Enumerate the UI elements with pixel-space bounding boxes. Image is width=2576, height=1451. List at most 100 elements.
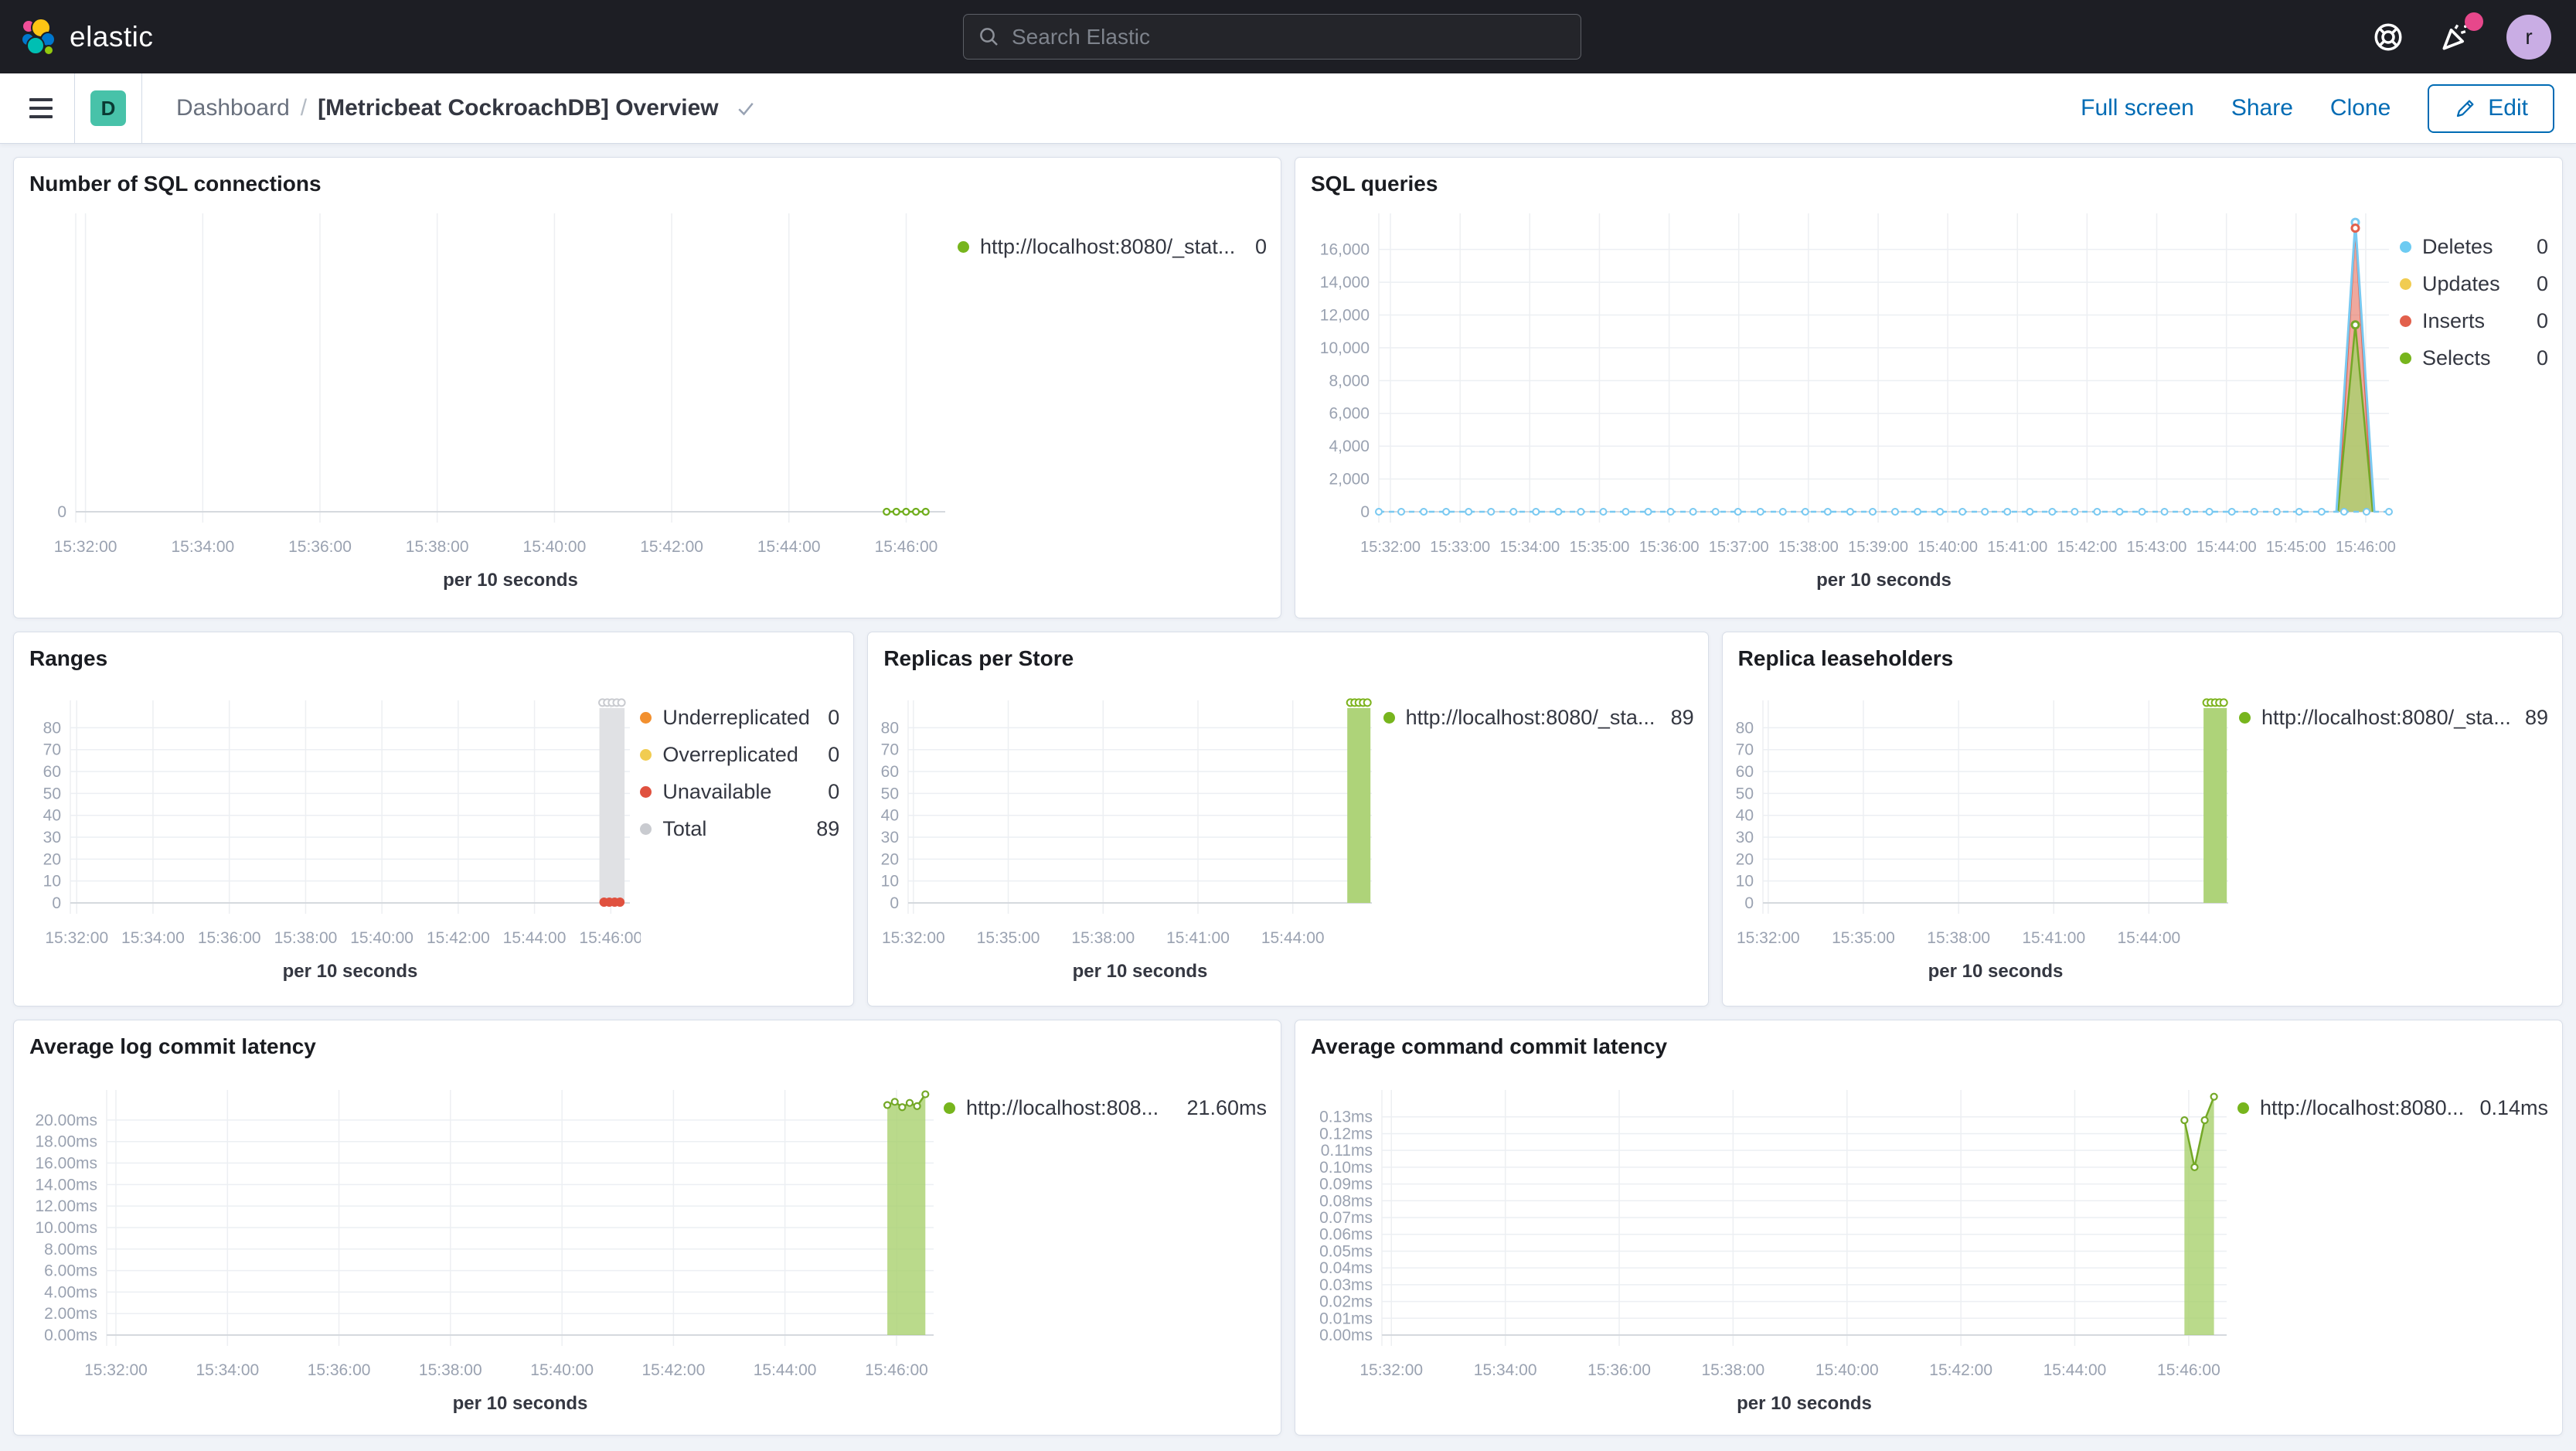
dashboard-grid: Number of SQL connections 0 15:32:00 15:34… <box>0 144 2576 1449</box>
svg-text:15:37:00: 15:37:00 <box>1709 539 1769 556</box>
series-dot-icon <box>2400 278 2411 290</box>
menu-button[interactable] <box>23 92 59 124</box>
svg-text:15:44:00: 15:44:00 <box>2197 539 2257 556</box>
panel-title: Ranges <box>29 646 108 670</box>
svg-text:40: 40 <box>881 807 899 825</box>
svg-text:0.00ms: 0.00ms <box>44 1327 97 1344</box>
legend-item[interactable]: Total 89 <box>640 817 839 841</box>
svg-text:15:33:00: 15:33:00 <box>1430 539 1490 556</box>
svg-text:15:38:00: 15:38:00 <box>274 929 338 947</box>
svg-text:0.13ms: 0.13ms <box>1319 1109 1373 1126</box>
legend-item[interactable]: Deletes 0 <box>2400 235 2548 259</box>
breadcrumb-dashboard-link[interactable]: Dashboard <box>176 95 290 121</box>
svg-text:15:38:00: 15:38:00 <box>1927 929 1990 947</box>
share-button[interactable]: Share <box>2231 95 2293 121</box>
svg-text:80: 80 <box>1735 719 1753 737</box>
svg-text:15:36:00: 15:36:00 <box>1587 1361 1651 1379</box>
legend-item[interactable]: Inserts 0 <box>2400 309 2548 333</box>
svg-text:8.00ms: 8.00ms <box>44 1241 97 1259</box>
panel-title: Replica leaseholders <box>1737 646 1954 670</box>
svg-text:per 10 seconds: per 10 seconds <box>1928 961 2063 982</box>
avg-command-commit-latency-chart: 0.00ms 0.01ms 0.02ms 0.03ms 0.04ms 0.05ms 0.06… <box>1295 1020 2237 1435</box>
help-button[interactable] <box>2372 21 2404 53</box>
legend-label: http://localhost:8080... <box>2260 1096 2465 1119</box>
legend-label: Deletes <box>2422 235 2493 258</box>
svg-text:8,000: 8,000 <box>1329 372 1370 390</box>
legend-item[interactable]: Underreplicated 0 <box>640 706 839 730</box>
sql-connections-chart: 0 15:32:00 15:34:00 15:36:00 15:38:00 15:40:0… <box>14 158 956 618</box>
clone-button[interactable]: Clone <box>2329 95 2391 121</box>
svg-text:15:38:00: 15:38:00 <box>1072 929 1135 947</box>
svg-text:15:40:00: 15:40:00 <box>523 538 587 556</box>
svg-text:15:32:00: 15:32:00 <box>1359 1361 1423 1379</box>
legend-label: Updates <box>2422 272 2500 295</box>
panel-title: Average log commit latency <box>29 1034 316 1058</box>
svg-text:50: 50 <box>43 785 61 802</box>
svg-text:10.00ms: 10.00ms <box>35 1219 97 1237</box>
svg-text:0.04ms: 0.04ms <box>1319 1259 1373 1277</box>
legend-item[interactable]: http://localhost:808... 21.60ms <box>944 1096 1267 1120</box>
space-badge[interactable]: D <box>90 90 126 126</box>
svg-text:per 10 seconds: per 10 seconds <box>283 961 418 982</box>
svg-text:0.07ms: 0.07ms <box>1319 1209 1373 1227</box>
svg-text:15:38:00: 15:38:00 <box>1778 539 1839 556</box>
svg-text:15:44:00: 15:44:00 <box>2043 1361 2107 1379</box>
svg-text:70: 70 <box>43 741 61 759</box>
global-search[interactable] <box>963 14 1581 60</box>
elastic-logo[interactable]: elastic <box>20 18 153 56</box>
legend-item[interactable]: http://localhost:8080/_sta... 89 <box>1383 706 1694 730</box>
svg-text:20.00ms: 20.00ms <box>35 1112 97 1129</box>
svg-text:30: 30 <box>43 829 61 846</box>
search-input[interactable] <box>1012 24 1567 49</box>
edit-button[interactable]: Edit <box>2428 83 2554 133</box>
svg-text:10: 10 <box>881 873 899 891</box>
full-screen-button[interactable]: Full screen <box>2081 95 2194 121</box>
svg-text:40: 40 <box>43 807 61 825</box>
legend-label: http://localhost:8080/_sta... <box>2261 706 2511 729</box>
legend-item[interactable]: http://localhost:8080... 0.14ms <box>2237 1096 2548 1120</box>
svg-text:15:44:00: 15:44:00 <box>1261 929 1325 947</box>
svg-text:15:32:00: 15:32:00 <box>1360 539 1421 556</box>
chart-legend: http://localhost:8080/_sta... 89 <box>1383 706 1694 730</box>
legend-item[interactable]: http://localhost:8080/_stat... 0 <box>958 235 1267 259</box>
svg-text:0.11ms: 0.11ms <box>1321 1142 1373 1160</box>
breadcrumb: Dashboard / [Metricbeat CockroachDB] Ove… <box>176 95 757 121</box>
legend-item[interactable]: Selects 0 <box>2400 346 2548 370</box>
svg-text:15:38:00: 15:38:00 <box>1701 1361 1764 1379</box>
svg-text:15:42:00: 15:42:00 <box>1929 1361 1992 1379</box>
svg-text:4,000: 4,000 <box>1329 438 1370 455</box>
svg-text:10: 10 <box>43 873 61 891</box>
svg-text:15:36:00: 15:36:00 <box>288 538 352 556</box>
whats-new-button[interactable] <box>2438 12 2483 54</box>
svg-text:0.01ms: 0.01ms <box>1319 1310 1373 1327</box>
svg-text:70: 70 <box>881 741 899 759</box>
legend-item[interactable]: Updates 0 <box>2400 272 2548 296</box>
series-dot-icon <box>2400 353 2411 364</box>
legend-item[interactable]: Unavailable 0 <box>640 780 839 804</box>
legend-value: 89 <box>816 817 840 840</box>
svg-text:50: 50 <box>1735 785 1753 802</box>
panel-title: SQL queries <box>1311 172 1438 196</box>
user-avatar[interactable]: r <box>2506 14 2551 60</box>
panel-replica-leaseholders: Replica leaseholders 0 10 20 30 40 50 60 70 80 15… <box>1721 632 2563 1007</box>
top-bar: elastic r <box>0 0 2576 73</box>
check-icon <box>737 102 754 116</box>
svg-text:15:32:00: 15:32:00 <box>882 929 945 947</box>
legend-label: Unavailable <box>662 780 772 803</box>
legend-value: 0 <box>828 780 840 803</box>
svg-text:15:44:00: 15:44:00 <box>2117 929 2180 947</box>
svg-text:15:41:00: 15:41:00 <box>1987 539 2047 556</box>
elastic-logo-icon <box>21 18 56 56</box>
svg-text:15:38:00: 15:38:00 <box>406 538 469 556</box>
svg-text:15:36:00: 15:36:00 <box>1639 539 1700 556</box>
svg-text:per 10 seconds: per 10 seconds <box>443 570 578 591</box>
svg-text:20: 20 <box>43 850 61 868</box>
legend-item[interactable]: http://localhost:8080/_sta... 89 <box>2238 706 2548 730</box>
svg-text:0.08ms: 0.08ms <box>1319 1192 1373 1210</box>
legend-item[interactable]: Overreplicated 0 <box>640 743 839 767</box>
svg-text:15:39:00: 15:39:00 <box>1848 539 1908 556</box>
svg-text:15:45:00: 15:45:00 <box>2266 539 2326 556</box>
page-title[interactable]: [Metricbeat CockroachDB] Overview <box>318 95 719 121</box>
svg-text:0.02ms: 0.02ms <box>1319 1293 1373 1311</box>
svg-text:per 10 seconds: per 10 seconds <box>1737 1393 1872 1414</box>
